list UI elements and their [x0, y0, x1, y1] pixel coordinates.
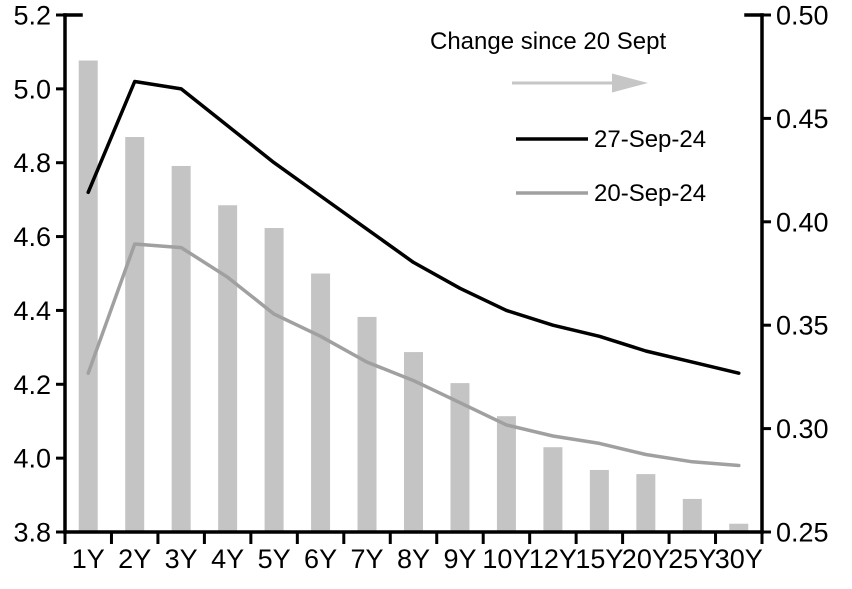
legend-label-20-sep: 20-Sep-24	[594, 180, 706, 207]
bar-10Y	[496, 416, 516, 532]
bar-20Y	[636, 474, 656, 532]
bar-8Y	[404, 352, 423, 532]
right-axis-label-0.35: 0.35	[776, 311, 829, 341]
bar-30Y	[729, 523, 749, 532]
bar-6Y	[311, 273, 331, 532]
x-axis-label-3Y: 3Y	[165, 544, 198, 574]
bar-15Y	[589, 469, 609, 532]
bar-9Y	[450, 383, 470, 532]
bar-1Y	[78, 60, 98, 532]
x-axis-label-7Y: 7Y	[351, 544, 384, 574]
bar-5Y	[264, 228, 284, 532]
left-axis-label-4.4: 4.4	[13, 296, 51, 326]
left-axis-label-4.0: 4.0	[13, 444, 51, 474]
right-axis-label-0.50: 0.50	[776, 1, 829, 31]
chart-legend: Change since 20 Sept 27-Sep-24 20-Sep-24	[430, 28, 706, 207]
x-axis-label-10Y: 10Y	[482, 544, 530, 574]
x-axis-label-5Y: 5Y	[258, 544, 291, 574]
legend-label-27-sep: 27-Sep-24	[594, 126, 706, 153]
bar-4Y	[218, 205, 238, 533]
left-axis-label-5.2: 5.2	[13, 1, 51, 31]
x-axis-label-8Y: 8Y	[397, 544, 430, 574]
x-axis-label-4Y: 4Y	[211, 544, 244, 574]
x-axis-label-9Y: 9Y	[443, 544, 476, 574]
line-20-sep-24	[86, 242, 741, 468]
left-axis-label-4.2: 4.2	[13, 370, 51, 400]
x-axis-label-12Y: 12Y	[529, 544, 577, 574]
x-axis-label-15Y: 15Y	[575, 544, 623, 574]
left-axis-label-4.6: 4.6	[13, 222, 51, 252]
x-axis-label-1Y: 1Y	[72, 544, 105, 574]
right-axis-label-0.30: 0.30	[776, 414, 829, 444]
x-axis-label-2Y: 2Y	[118, 544, 151, 574]
x-axis-label-30Y: 30Y	[715, 544, 763, 574]
bar-25Y	[682, 498, 702, 532]
left-axis-label-4.8: 4.8	[13, 148, 51, 178]
left-axis-label-5.0: 5.0	[13, 74, 51, 104]
legend-title: Change since 20 Sept	[430, 28, 667, 55]
right-axis-label-0.40: 0.40	[776, 207, 829, 237]
bar-3Y	[171, 165, 191, 533]
change-arrow-icon	[512, 73, 648, 93]
left-axis-label-3.8: 3.8	[13, 518, 51, 548]
bar-7Y	[357, 316, 377, 532]
x-axis-label-20Y: 20Y	[622, 544, 670, 574]
right-axis-label-0.45: 0.45	[776, 104, 829, 134]
plot-area: 5.2 5.0 4.8 4.6 4.4 4.2 4.0 3.8 0.50 0.45 0.40 0.35…	[13, 1, 828, 575]
right-axis-label-0.25: 0.25	[776, 518, 829, 548]
x-axis-label-6Y: 6Y	[304, 544, 337, 574]
line-27-sep-24	[86, 79, 741, 375]
bar-12Y	[543, 447, 563, 532]
bar-2Y	[125, 137, 145, 532]
x-axis-label-25Y: 25Y	[668, 544, 716, 574]
